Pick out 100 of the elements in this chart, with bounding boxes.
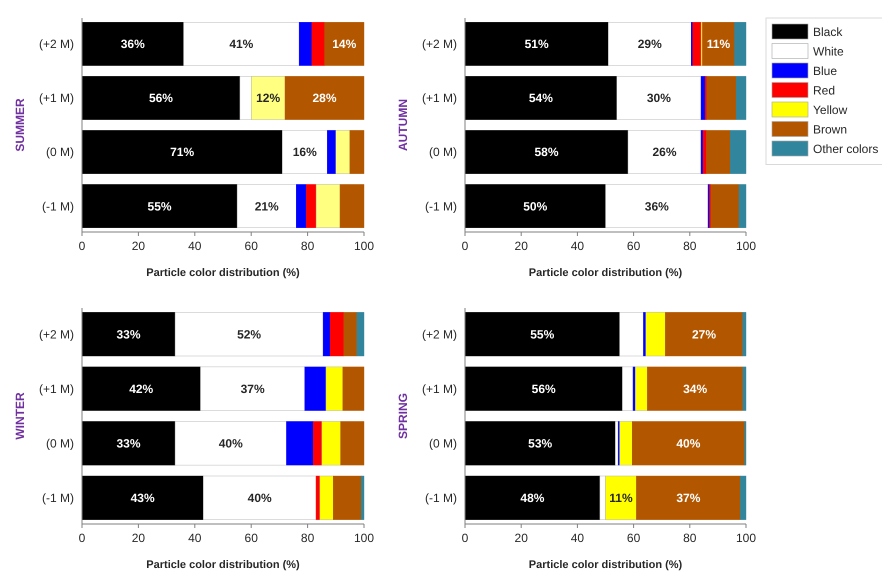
bar — [322, 312, 330, 356]
y-tick-label: (+1 M) — [422, 91, 457, 106]
bar — [464, 130, 628, 174]
data-label: 12% — [256, 91, 280, 106]
data-label: 33% — [116, 327, 141, 342]
bar — [702, 22, 735, 66]
bar — [284, 76, 364, 120]
bar — [82, 76, 240, 120]
data-label: 71% — [170, 145, 194, 160]
bar — [183, 22, 300, 66]
bar — [304, 366, 326, 411]
data-label: 51% — [524, 37, 549, 52]
y-tick-label: (+2 M) — [422, 327, 457, 342]
x-axis-title: Particle color distribution (%) — [146, 559, 300, 571]
bar — [464, 184, 606, 228]
data-label: 40% — [218, 436, 244, 450]
x-tick-label: 40 — [188, 531, 202, 545]
bar — [700, 76, 706, 120]
bar — [336, 130, 350, 174]
bar — [360, 476, 364, 520]
x-tick-label: 20 — [514, 531, 528, 545]
y-tick-label: (0 M) — [46, 145, 74, 160]
bar — [174, 421, 287, 466]
bar — [740, 476, 746, 520]
x-tick-label: 80 — [683, 239, 697, 253]
bar — [282, 130, 328, 174]
bar — [736, 76, 746, 120]
data-label: 11% — [706, 37, 730, 52]
y-axis-title: SPRING — [396, 392, 410, 440]
bar — [330, 312, 344, 356]
data-label: 34% — [683, 382, 708, 396]
x-tick-label: 80 — [300, 531, 315, 545]
x-tick-label: 40 — [570, 239, 584, 253]
bar — [742, 312, 746, 356]
data-label: 56% — [148, 91, 174, 106]
bar — [619, 421, 632, 466]
bar — [645, 312, 666, 356]
data-label: 29% — [638, 37, 662, 52]
data-label: 43% — [130, 491, 155, 506]
bar — [316, 184, 340, 228]
data-label: 30% — [646, 91, 672, 106]
data-label: 42% — [129, 382, 154, 396]
bar — [316, 476, 320, 520]
x-axis-title: Particle color distribution (%) — [528, 559, 683, 571]
bar — [636, 476, 741, 520]
bar — [342, 366, 364, 411]
bar — [324, 22, 364, 66]
bar — [632, 366, 636, 411]
data-label: 16% — [292, 145, 318, 160]
bar — [82, 476, 204, 520]
data-label: 40% — [676, 436, 701, 450]
bar — [82, 22, 184, 66]
bar — [82, 312, 176, 356]
data-label: 55% — [148, 199, 172, 214]
data-label: 53% — [528, 436, 552, 450]
data-label: 21% — [254, 199, 280, 214]
x-tick-label: 60 — [244, 239, 258, 253]
y-tick-label: (0 M) — [46, 436, 74, 450]
data-label: 26% — [652, 145, 677, 160]
bar — [628, 130, 702, 174]
legend-label: Blue — [813, 64, 838, 78]
bar — [200, 366, 305, 411]
data-label: 54% — [528, 91, 554, 106]
bar — [298, 22, 312, 66]
y-tick-label: (+2 M) — [38, 327, 74, 342]
bar — [350, 130, 364, 174]
data-label: 37% — [676, 491, 701, 506]
bar — [464, 76, 617, 120]
bar — [327, 130, 336, 174]
y-tick-label: (-1 M) — [425, 199, 457, 214]
bar — [622, 366, 634, 411]
legend-label: Brown — [813, 122, 848, 136]
x-tick-label: 0 — [78, 239, 86, 253]
x-tick-label: 100 — [736, 239, 756, 253]
x-axis-title: Particle color distribution (%) — [528, 267, 683, 279]
bar — [632, 421, 745, 466]
bar — [356, 312, 364, 356]
bar — [464, 366, 623, 411]
data-label: 58% — [534, 145, 559, 160]
bar — [82, 421, 176, 466]
legend-label: Red — [813, 84, 836, 98]
bar — [340, 184, 364, 228]
x-tick-label: 40 — [570, 531, 584, 545]
bar — [464, 421, 616, 466]
data-label: 48% — [520, 491, 545, 506]
bar — [312, 22, 325, 66]
bar — [635, 366, 648, 411]
bar — [296, 184, 306, 228]
bar — [665, 312, 743, 356]
bar — [82, 366, 201, 411]
bar — [340, 421, 364, 466]
y-tick-label: (0 M) — [429, 436, 457, 450]
y-tick-label: (-1 M) — [42, 199, 74, 214]
legend-label: White — [813, 44, 844, 58]
bar — [616, 76, 702, 120]
bar — [619, 312, 644, 356]
legend-label: Black — [813, 25, 844, 39]
x-tick-label: 0 — [462, 239, 469, 253]
bar — [326, 366, 344, 411]
y-tick-label: (+1 M) — [422, 382, 457, 396]
